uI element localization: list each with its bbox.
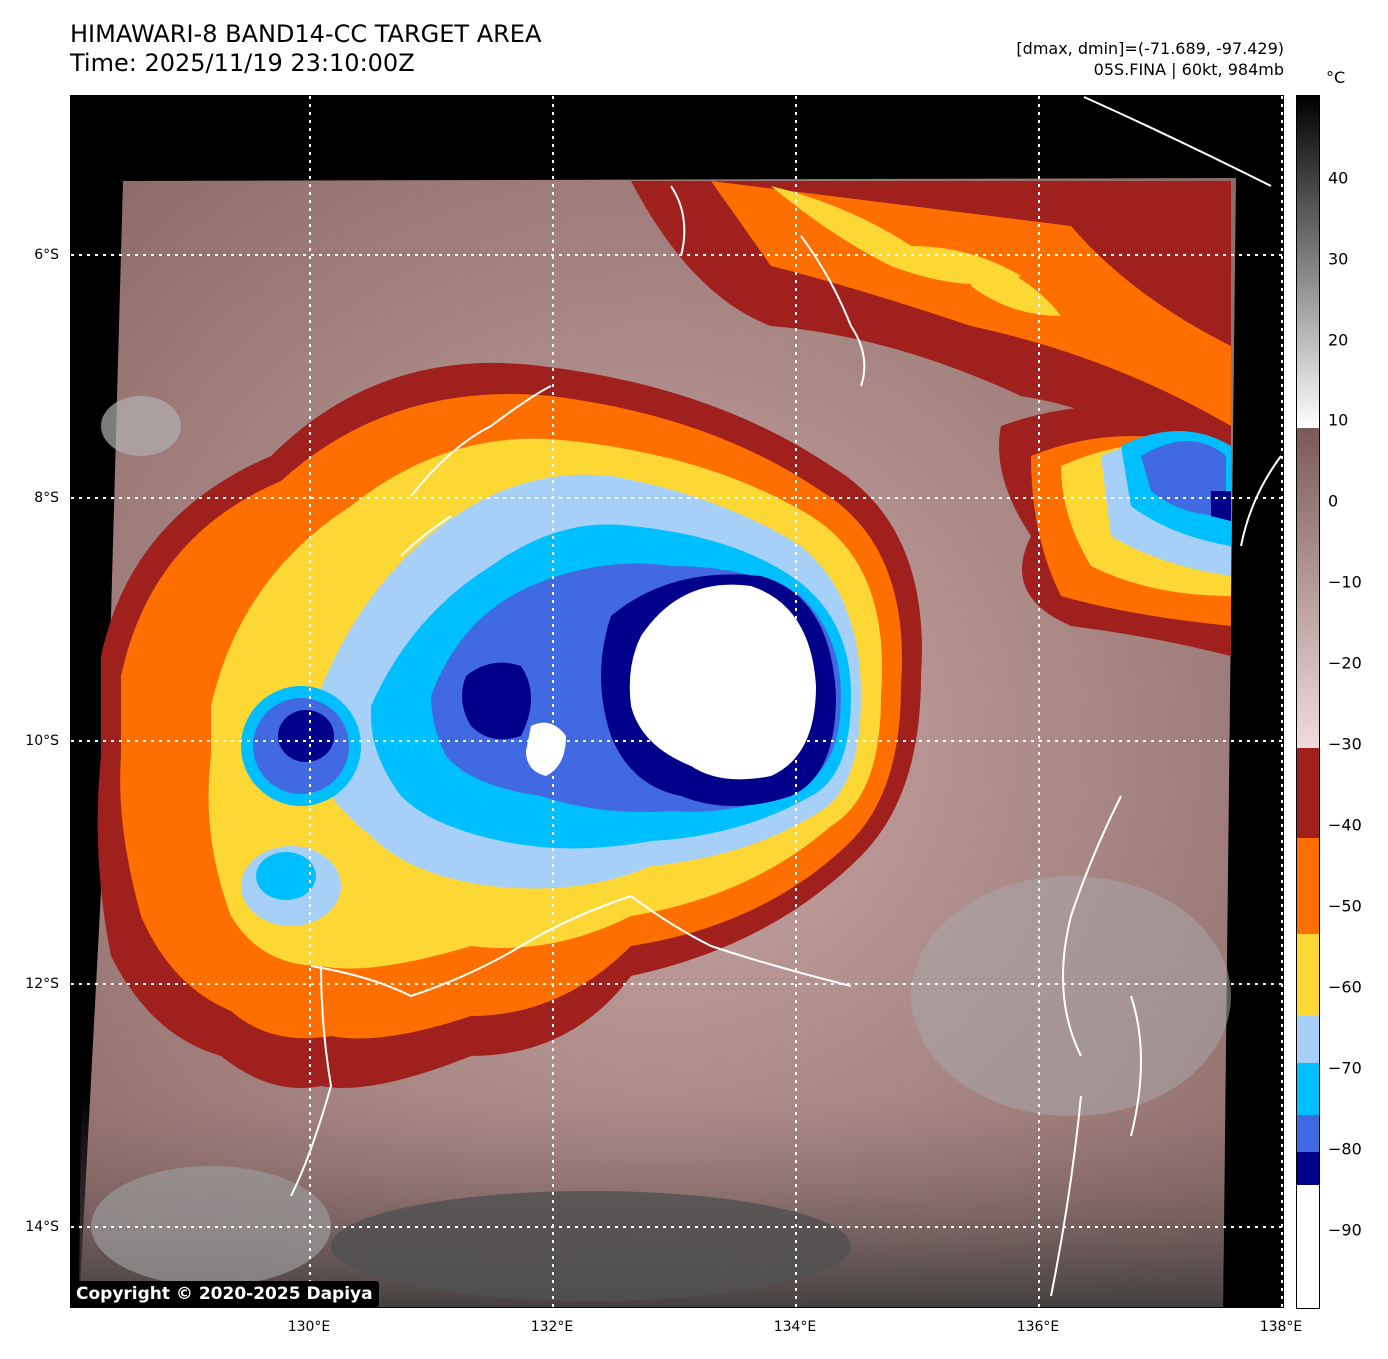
colorbar-tick: −30 [1328, 734, 1362, 754]
lon-label-132e: 132°E [530, 1319, 574, 1335]
storm-info: [dmax, dmin]=(-71.689, -97.429) 05S.FINA… [1016, 38, 1284, 80]
colorbar [1296, 95, 1320, 1309]
storm-summary: 05S.FINA | 60kt, 984mb [1093, 60, 1284, 79]
satellite-imagery [71, 96, 1283, 1307]
colorbar-band [1297, 934, 1319, 1016]
colorbar-tick: −60 [1328, 977, 1362, 997]
title-product: HIMAWARI-8 BAND14-CC TARGET AREA [70, 20, 542, 48]
colorbar-tick: 30 [1328, 249, 1349, 269]
colorbar-tick: 10 [1328, 410, 1349, 430]
lon-label-136e: 136°E [1016, 1319, 1060, 1335]
colorbar-tick: −10 [1328, 572, 1362, 592]
colorbar-band [1297, 838, 1319, 934]
lon-label-138e: 138°E [1259, 1319, 1303, 1335]
colorbar-tick: −90 [1328, 1220, 1362, 1240]
colorbar-unit: °C [1326, 68, 1346, 87]
colorbar-band [1297, 1185, 1319, 1308]
lat-label-10s: 10°S [25, 733, 59, 749]
data-range: [dmax, dmin]=(-71.689, -97.429) [1016, 39, 1284, 58]
colorbar-tick: 40 [1328, 168, 1349, 188]
colorbar-band [1297, 1152, 1319, 1185]
colorbar-tick: 0 [1328, 491, 1339, 511]
colorbar-band [1297, 748, 1319, 838]
lat-label-12s: 12°S [25, 976, 59, 992]
lat-label-8s: 8°S [34, 490, 59, 506]
colorbar-band [1297, 1115, 1319, 1152]
colorbar-tick: −20 [1328, 653, 1362, 673]
colorbar-scale [1297, 96, 1319, 1308]
copyright-notice: Copyright © 2020-2025 Dapiya [70, 1281, 379, 1307]
chart-title: HIMAWARI-8 BAND14-CC TARGET AREA Time: 2… [70, 20, 541, 78]
colorbar-tick: 20 [1328, 330, 1349, 350]
colorbar-tick: −40 [1328, 815, 1362, 835]
colorbar-tick: −80 [1328, 1139, 1362, 1159]
colorbar-tick: −50 [1328, 896, 1362, 916]
colorbar-tick: −70 [1328, 1058, 1362, 1078]
title-time: Time: 2025/11/19 23:10:00Z [70, 49, 415, 77]
lat-label-6s: 6°S [34, 247, 59, 263]
graticule [71, 96, 1283, 1307]
lat-label-14s: 14°S [25, 1219, 59, 1235]
lon-label-130e: 130°E [287, 1319, 331, 1335]
colorbar-band [1297, 1063, 1319, 1115]
colorbar-band [1297, 1016, 1319, 1063]
satellite-image[interactable] [70, 95, 1284, 1308]
lon-label-134e: 134°E [773, 1319, 817, 1335]
